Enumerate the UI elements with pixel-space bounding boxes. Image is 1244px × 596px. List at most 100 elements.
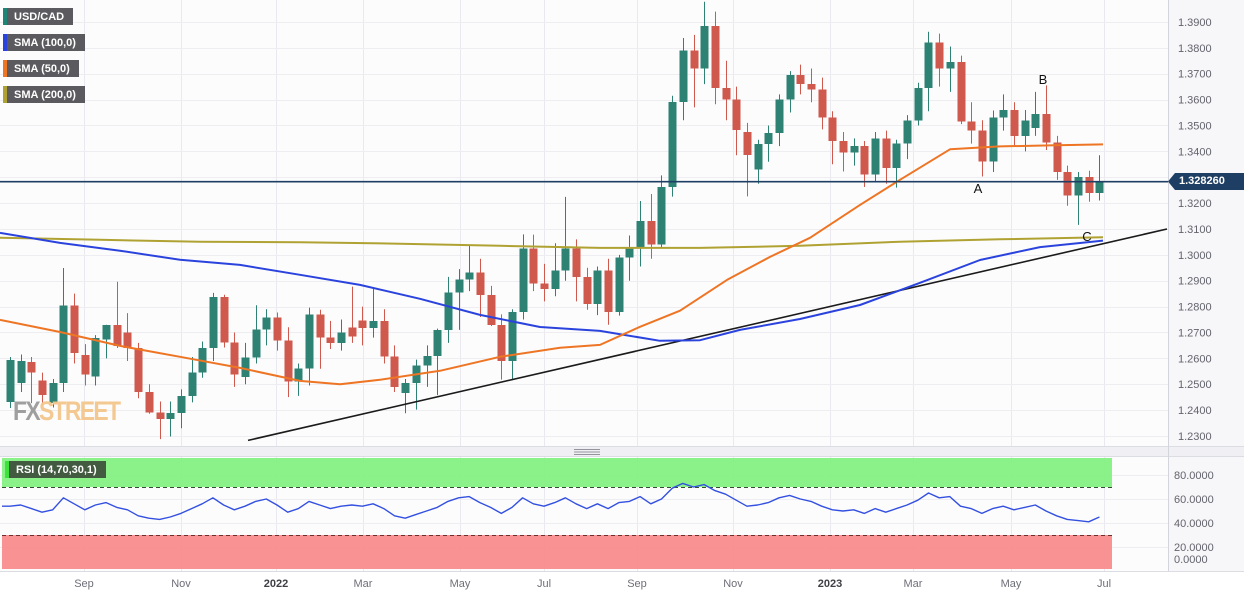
candle-body: [49, 382, 58, 404]
candle-body: [625, 247, 634, 258]
candle-body: [561, 248, 570, 271]
last-price-badge: 1.328260: [1168, 173, 1244, 190]
symbol-label: USD/CAD: [14, 10, 65, 23]
time-axis-label: 2022: [264, 578, 288, 590]
fxstreet-watermark: FXSTREET: [13, 396, 121, 427]
candle-body: [497, 325, 506, 361]
time-axis-label: Mar: [904, 578, 923, 590]
candle-body: [294, 368, 303, 382]
candle-body: [401, 382, 410, 394]
candle-body: [647, 221, 656, 245]
candle-body: [743, 131, 752, 156]
candle-body: [1031, 113, 1040, 129]
candle-body: [230, 342, 239, 375]
candle-body: [348, 327, 357, 337]
candle-body: [27, 362, 36, 373]
candle-body: [1063, 172, 1072, 196]
time-axis-label: Mar: [354, 578, 373, 590]
candle-body: [892, 143, 901, 169]
rsi-badge[interactable]: RSI (14,70,30,1): [5, 461, 106, 478]
sma50-badge[interactable]: SMA (50,0): [3, 60, 79, 77]
candle-body: [134, 348, 143, 392]
candle-body: [241, 357, 250, 378]
price-axis-label: 1.3200: [1178, 198, 1212, 210]
price-axis-label: 1.3800: [1178, 43, 1212, 55]
candle-body: [754, 144, 763, 170]
candle-body: [1042, 113, 1051, 143]
candle-body: [209, 296, 218, 348]
candle-body: [358, 320, 367, 329]
candle-body: [786, 75, 795, 100]
rsi-axis-label: 40.0000: [1174, 518, 1214, 530]
candle-body: [882, 138, 891, 169]
time-axis-label: May: [1001, 578, 1022, 590]
candle-body: [81, 354, 90, 375]
candle-body: [583, 276, 592, 305]
candle-body: [177, 395, 186, 414]
candle-body: [775, 99, 784, 134]
candle-body: [519, 248, 528, 312]
candle-body: [123, 332, 132, 348]
price-axis-label: 1.3700: [1178, 69, 1212, 81]
candle-body: [668, 102, 677, 187]
candle-body: [924, 42, 933, 88]
price-axis-label: 1.2700: [1178, 327, 1212, 339]
sma200-color-swatch: [3, 86, 7, 103]
candle-body: [380, 320, 389, 357]
sma200-badge[interactable]: SMA (200,0): [3, 86, 85, 103]
candle-body: [487, 294, 496, 326]
candle-body: [337, 332, 346, 343]
candle-body: [796, 75, 805, 85]
time-axis-label: May: [450, 578, 471, 590]
candle-body: [91, 338, 100, 377]
candle-body: [1053, 142, 1062, 173]
candle-body: [690, 50, 699, 69]
sma-200-line: [0, 236, 1104, 249]
sma100-badge[interactable]: SMA (100,0): [3, 34, 85, 51]
candle-body: [17, 361, 26, 384]
sma100-label: SMA (100,0): [14, 36, 76, 49]
candle-body: [818, 89, 827, 118]
candle-body: [935, 42, 944, 69]
rsi-axis-label: 20.0000: [1174, 542, 1214, 554]
candle-body: [999, 109, 1008, 118]
candle-body: [1010, 109, 1019, 136]
candle-body: [839, 141, 848, 153]
sma50-label: SMA (50,0): [14, 62, 70, 75]
sma-50-line: [0, 143, 1104, 386]
price-axis-label: 1.2600: [1178, 353, 1212, 365]
candle-body: [967, 121, 976, 131]
price-axis-label: 1.3900: [1178, 17, 1212, 29]
candle-body: [604, 270, 613, 312]
candle-body: [828, 117, 837, 141]
candle-body: [657, 186, 666, 245]
candle-body: [764, 133, 773, 145]
candle-body: [914, 87, 923, 121]
candle-body: [423, 355, 432, 366]
candle-body: [102, 325, 111, 340]
rsi-line: [2, 482, 1100, 523]
candle-body: [860, 146, 869, 175]
watermark-street: STREET: [38, 396, 121, 426]
price-axis-label: 1.2300: [1178, 431, 1212, 443]
rsi-label: RSI (14,70,30,1): [16, 463, 97, 476]
time-axis-label: Jul: [1097, 578, 1111, 590]
candle-body: [978, 130, 987, 162]
candle-body: [572, 248, 581, 277]
pane-divider[interactable]: [0, 446, 1244, 457]
symbol-color-swatch: [3, 8, 7, 25]
candle-body: [540, 283, 549, 290]
price-axis-label: 1.3100: [1178, 224, 1212, 236]
candle-body: [722, 87, 731, 100]
candle-body: [476, 272, 485, 295]
candle-body: [465, 272, 474, 280]
ascending-trendline: [247, 228, 1168, 442]
time-axis-label: Sep: [74, 578, 94, 590]
symbol-badge[interactable]: USD/CAD: [3, 8, 74, 25]
annotation-label: B: [1039, 72, 1048, 87]
price-pane-background: [0, 0, 1168, 446]
price-axis-label: 1.2500: [1178, 379, 1212, 391]
candle-body: [871, 138, 880, 175]
